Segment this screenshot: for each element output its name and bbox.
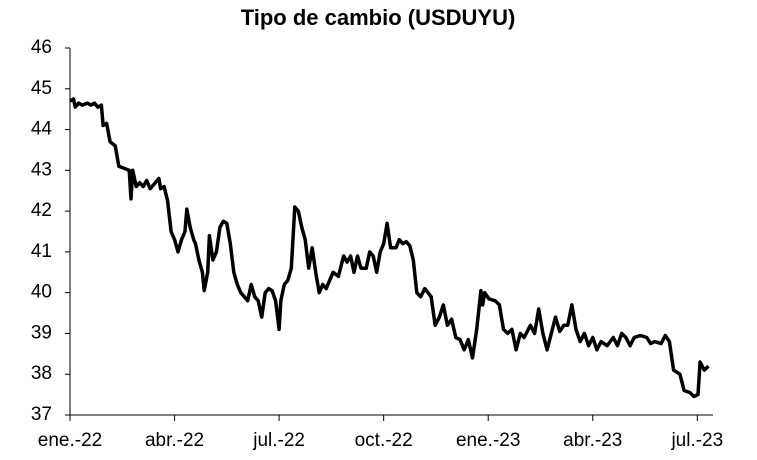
x-tick-label: jul.-23	[670, 430, 723, 451]
y-tick-label: 41	[31, 241, 52, 262]
y-tick-label: 46	[31, 37, 52, 58]
x-tick-label: abr.-22	[145, 430, 204, 451]
y-tick-label: 45	[31, 78, 52, 99]
y-tick-label: 40	[31, 282, 52, 303]
line-series	[69, 97, 710, 399]
y-tick-label: 43	[31, 159, 52, 180]
x-tick-label: oct.-22	[355, 430, 413, 451]
chart-title: Tipo de cambio (USDUYU)	[241, 5, 516, 30]
x-tick-label: jul.-22	[252, 430, 305, 451]
y-tick-label: 44	[31, 119, 53, 140]
y-tick-label: 38	[31, 363, 52, 384]
y-tick-label: 42	[31, 200, 52, 221]
x-tick-label: ene.-22	[38, 430, 102, 451]
x-tick-label: abr.-23	[563, 430, 622, 451]
y-tick-label: 39	[31, 322, 52, 343]
y-tick-label: 37	[31, 404, 52, 425]
x-tick-label: ene.-23	[456, 430, 520, 451]
